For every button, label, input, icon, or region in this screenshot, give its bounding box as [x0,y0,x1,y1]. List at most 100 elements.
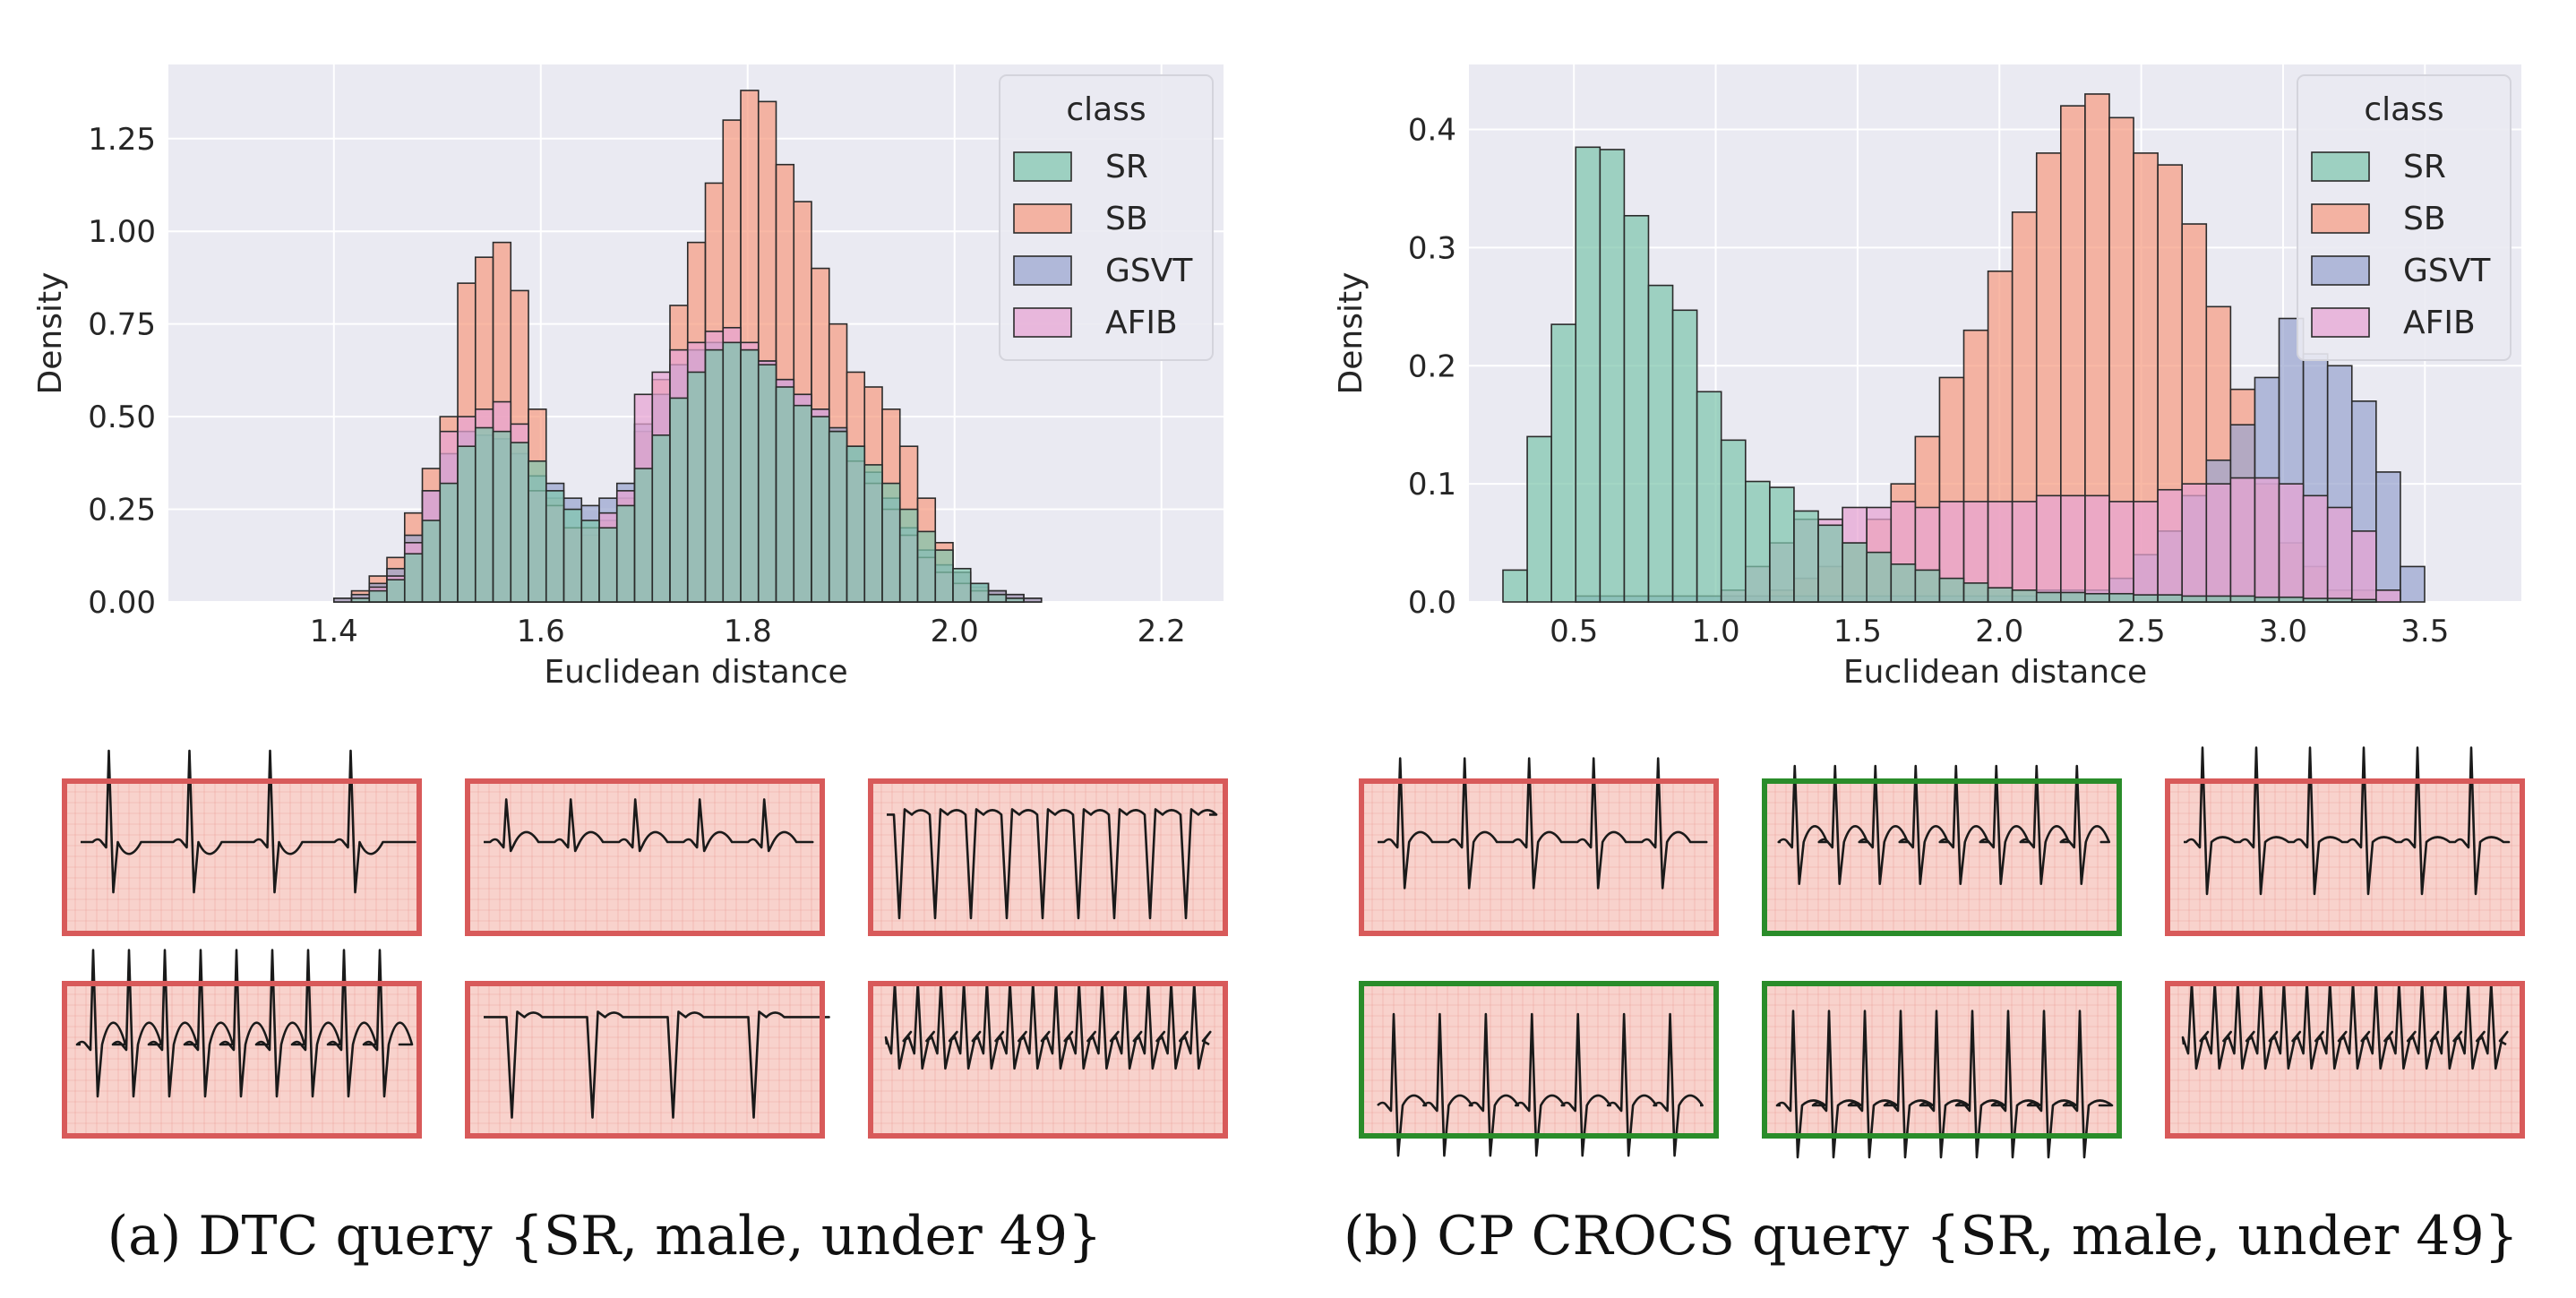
bar-sr [669,397,689,603]
bar-sr [457,445,477,603]
bar-sr [615,504,636,603]
bar-sr [368,589,388,603]
ecg-tile-background [2168,984,2522,1136]
y-tick-label: 0.1 [1408,467,1456,503]
ecg-tile-background [468,984,822,1136]
bar-afib [2157,488,2184,603]
series-sr [1502,146,2377,603]
ecg-tile-border-correct [1359,981,1719,1139]
legend-swatch-gsvt [2311,255,2370,286]
ecg-tile [1762,981,2122,1159]
bar-sr [1005,597,1025,603]
bar-sr [952,567,972,603]
ecg-tile-background [1765,984,2119,1136]
x-tick-label: 1.4 [310,614,358,649]
bar-gsvt [2400,565,2426,603]
bar-sr [2133,594,2159,603]
ecg-trace [1775,1010,2114,1159]
bar-sr [1842,542,1868,603]
ecg-panel-1 [1359,746,2525,1159]
bar-gsvt [1023,597,1043,603]
ecg-trace [2184,746,2511,896]
y-tick-label: 0.2 [1408,348,1456,384]
bar-sr [2157,594,2184,603]
bar-afib [2084,494,2110,603]
bar-sr [580,520,600,603]
ecg-tile [1359,757,1719,936]
bar-sr [898,508,919,603]
ecg-trace [1377,1012,1704,1157]
x-tick-label: 1.8 [724,614,772,649]
x-tick-label: 2.0 [1975,614,2023,649]
bar-sr [1987,587,2014,603]
x-tick-label: 2.5 [2117,614,2166,649]
bar-sr [1914,569,1941,603]
legend-label: SR [2403,149,2446,185]
bar-afib [2229,477,2256,603]
bar-sr [1769,486,1795,603]
legend-swatch-sr [2311,151,2370,182]
legend-swatch-sb [2311,203,2370,234]
legend-swatch-sr [1013,151,1072,182]
bar-afib [2350,530,2377,603]
bar-afib [2326,506,2353,603]
bar-sr [1817,524,1843,603]
bar-sr [987,593,1008,603]
y-axis-label: Density [1333,272,1370,395]
bar-sr [474,426,494,603]
bar-sr [1890,563,1917,603]
bar-afib [2375,589,2401,603]
ecg-tile-background [1361,984,1716,1136]
legend-box [999,74,1214,361]
bar-sr [1793,510,1819,603]
y-tick-label: 0.4 [1408,113,1456,149]
bar-sr [1502,569,1528,603]
legend-label: AFIB [2403,305,2476,341]
y-axis-label: Density [32,272,69,395]
bar-sr [881,482,901,603]
ecg-trace [1777,764,2111,886]
legend-label: GSVT [2403,253,2491,289]
ecg-tile-background [871,984,1225,1136]
legend-label: SB [2403,201,2446,237]
legend-label: SB [1105,201,1148,237]
bar-sr [2011,589,2038,603]
ecg-trace [484,798,814,853]
legend-swatch-sb [1013,203,1072,234]
ecg-tile-border-incorrect [465,778,825,936]
legend-label: SR [1105,149,1148,185]
ecg-tile-background [871,781,1225,933]
bar-sr [1623,214,1650,603]
ecg-tile-border-incorrect [62,981,422,1139]
x-tick-label: 2.0 [931,614,979,649]
ecg-tile-background [64,781,419,933]
ecg-trace [884,981,1212,1070]
ecg-tile-background [64,984,419,1136]
ecg-tile-background [2168,781,2522,933]
ecg-tile [2165,746,2525,936]
bar-gsvt [2375,471,2401,603]
bar-sr [1866,551,1893,603]
legend-swatch-afib [2311,307,2370,338]
caption-a: (a) DTC query {SR, male, under 49} [107,1205,1103,1268]
legend-title: class [1066,91,1146,128]
bar-sr [2278,596,2305,603]
bar-sr [421,520,442,603]
bar-sr [2108,592,2134,603]
bar-sr [598,527,618,603]
legend-swatch-gsvt [1013,255,1072,286]
bar-afib [2278,483,2305,603]
x-tick-label: 3.0 [2259,614,2307,649]
legend-label: AFIB [1105,305,1178,341]
ecg-tile [62,949,422,1139]
bar-sr [386,579,406,603]
bar-sr [403,553,424,603]
bar-sr [2035,591,2062,603]
ecg-panel-0 [62,749,1228,1139]
ecg-trace [81,749,416,894]
bar-afib [2205,483,2232,603]
histogram-1: 0.5 1.0 1.5 2.0 2.5 3.0 3.5 0.0 0.1 0.2 0.3 0.4 Eucl… [1333,64,2521,691]
ecg-tile-border-incorrect [62,778,422,936]
bar-sr [740,348,760,603]
bar-sr [1962,582,1989,603]
